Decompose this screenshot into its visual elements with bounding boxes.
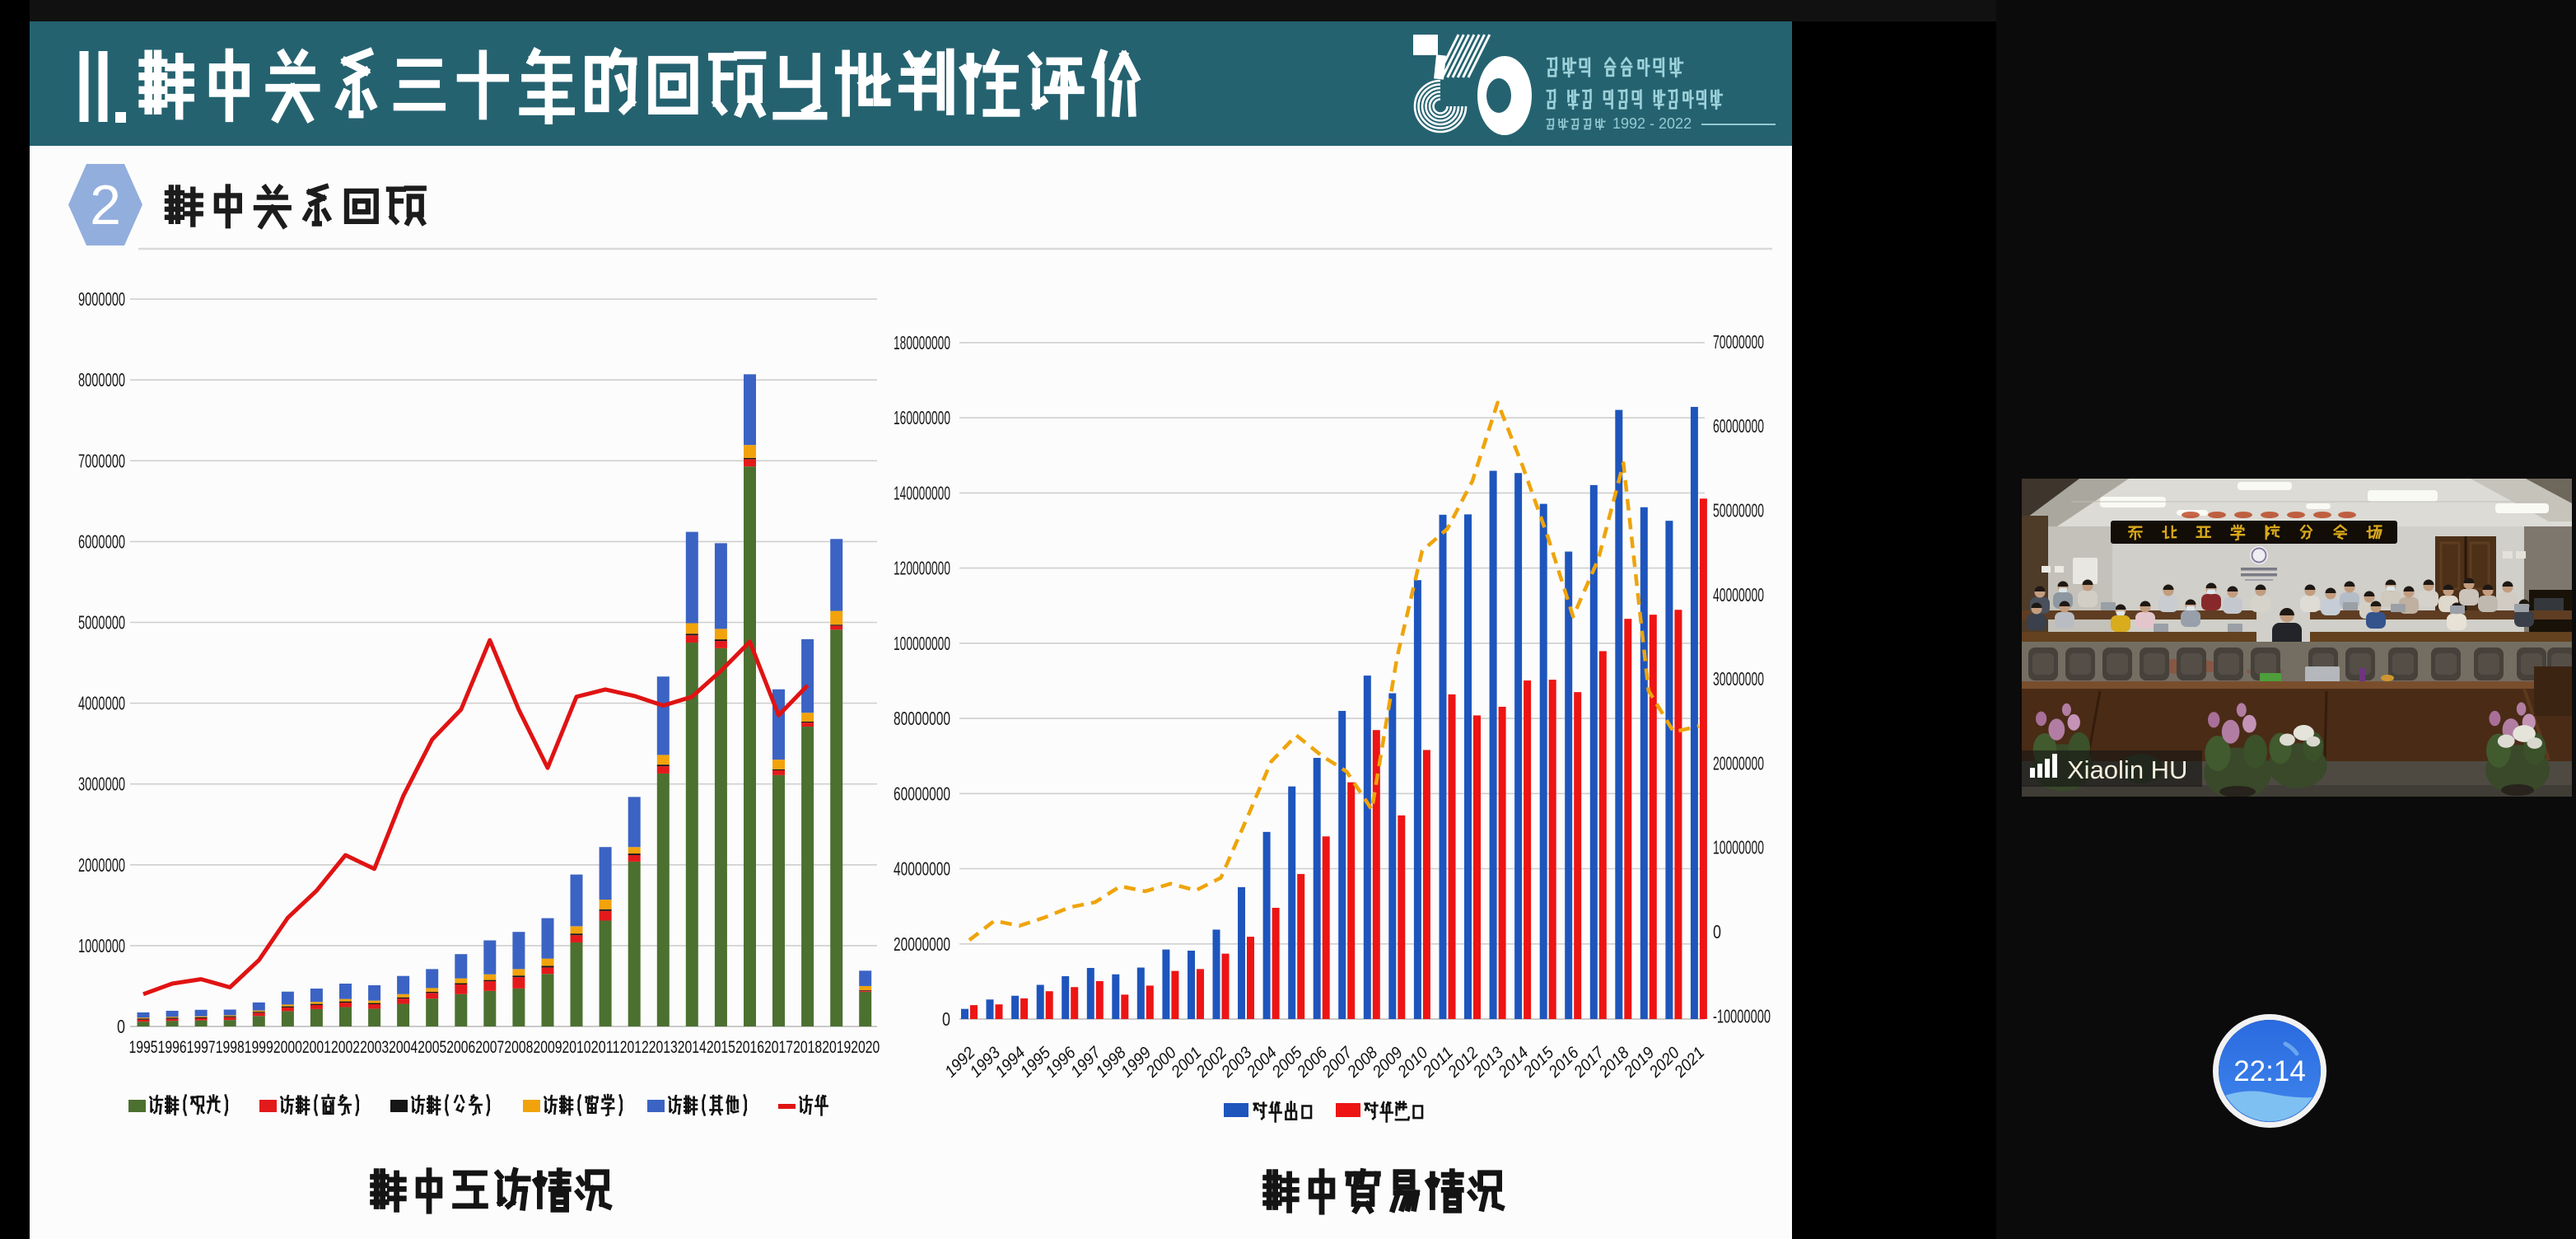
svg-text:50000000: 50000000 bbox=[1713, 500, 1764, 521]
svg-text:2009: 2009 bbox=[534, 1038, 562, 1057]
svg-text:20000000: 20000000 bbox=[894, 933, 950, 955]
svg-text:2: 2 bbox=[90, 174, 121, 236]
svg-text:10000000: 10000000 bbox=[1713, 837, 1764, 858]
svg-text:1995: 1995 bbox=[129, 1038, 158, 1057]
svg-text:2003: 2003 bbox=[360, 1038, 389, 1057]
svg-text:22:14: 22:14 bbox=[2233, 1055, 2306, 1087]
svg-text:1992 - 2022: 1992 - 2022 bbox=[1612, 115, 1692, 132]
svg-text:4000000: 4000000 bbox=[78, 693, 125, 714]
svg-text:60000000: 60000000 bbox=[1713, 415, 1764, 437]
svg-text:1998: 1998 bbox=[216, 1038, 245, 1057]
svg-text:Xiaolin HU: Xiaolin HU bbox=[2067, 755, 2187, 784]
svg-text:100000000: 100000000 bbox=[894, 633, 950, 654]
svg-text:2012: 2012 bbox=[620, 1038, 649, 1057]
svg-text:160000000: 160000000 bbox=[894, 407, 950, 428]
svg-text:2000000: 2000000 bbox=[78, 854, 125, 876]
svg-text:2017: 2017 bbox=[764, 1038, 793, 1057]
svg-text:8000000: 8000000 bbox=[78, 369, 125, 390]
svg-text:60000000: 60000000 bbox=[894, 783, 950, 804]
svg-text:30000000: 30000000 bbox=[1713, 668, 1764, 690]
svg-text:1996: 1996 bbox=[158, 1038, 187, 1057]
svg-text:2018: 2018 bbox=[793, 1038, 822, 1057]
svg-text:0: 0 bbox=[117, 1016, 125, 1037]
svg-text:2020: 2020 bbox=[851, 1038, 880, 1057]
svg-text:120000000: 120000000 bbox=[894, 558, 950, 579]
svg-text:2019: 2019 bbox=[822, 1038, 851, 1057]
svg-text:0: 0 bbox=[942, 1008, 950, 1030]
svg-text:7000000: 7000000 bbox=[78, 450, 125, 471]
svg-text:2011: 2011 bbox=[591, 1038, 620, 1057]
svg-text:2005: 2005 bbox=[418, 1038, 446, 1057]
svg-text:2001: 2001 bbox=[302, 1038, 331, 1057]
svg-text:-10000000: -10000000 bbox=[1713, 1005, 1771, 1026]
svg-text:40000000: 40000000 bbox=[1713, 584, 1764, 605]
svg-text:6000000: 6000000 bbox=[78, 531, 125, 552]
svg-text:140000000: 140000000 bbox=[894, 482, 950, 503]
svg-text:2007: 2007 bbox=[475, 1038, 504, 1057]
svg-text:1999: 1999 bbox=[245, 1038, 273, 1057]
svg-text:2016: 2016 bbox=[735, 1038, 764, 1057]
svg-text:20000000: 20000000 bbox=[1713, 752, 1764, 774]
svg-text:2021: 2021 bbox=[1671, 1044, 1709, 1082]
svg-text:40000000: 40000000 bbox=[894, 858, 950, 880]
svg-text:1997: 1997 bbox=[187, 1038, 216, 1057]
svg-text:80000000: 80000000 bbox=[894, 708, 950, 729]
svg-text:2014: 2014 bbox=[678, 1038, 707, 1057]
svg-text:2013: 2013 bbox=[649, 1038, 678, 1057]
svg-text:2008: 2008 bbox=[504, 1038, 533, 1057]
svg-text:3000000: 3000000 bbox=[78, 774, 125, 795]
svg-text:2004: 2004 bbox=[389, 1038, 418, 1057]
svg-text:2015: 2015 bbox=[707, 1038, 735, 1057]
svg-text:180000000: 180000000 bbox=[894, 332, 950, 353]
svg-text:0: 0 bbox=[1713, 921, 1721, 942]
svg-text:2000: 2000 bbox=[273, 1038, 302, 1057]
svg-text:9000000: 9000000 bbox=[78, 288, 125, 310]
svg-text:2006: 2006 bbox=[446, 1038, 475, 1057]
svg-text:70000000: 70000000 bbox=[1713, 331, 1764, 353]
svg-text:5000000: 5000000 bbox=[78, 612, 125, 634]
svg-text:2010: 2010 bbox=[562, 1038, 591, 1057]
svg-text:1000000: 1000000 bbox=[78, 935, 125, 956]
svg-text:2002: 2002 bbox=[331, 1038, 360, 1057]
